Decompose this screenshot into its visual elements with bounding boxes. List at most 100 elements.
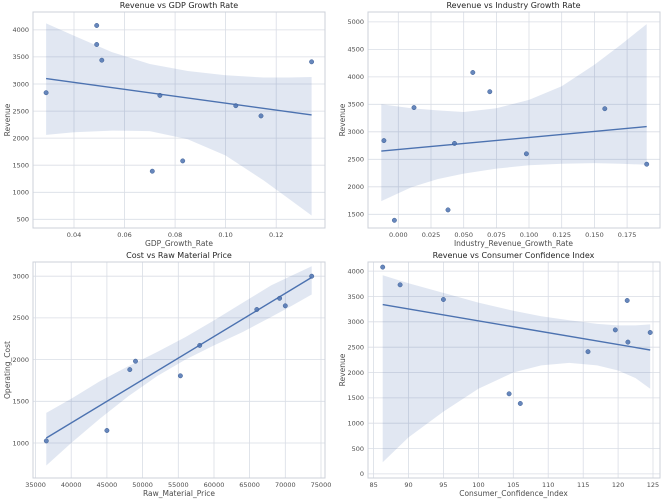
x-axis-label: Consumer_Confidence_Index (459, 489, 568, 498)
regression-line (45, 276, 313, 439)
svg-text:110: 110 (541, 481, 553, 489)
chart-title: Revenue vs GDP Growth Rate (119, 1, 239, 10)
revenue-industry-scatter-plot: 0.000 0.025 0.050 0.075 0.100 0.125 0.150 0.175… (347, 11, 660, 239)
x-axis-label: Industry_Revenue_Growth_Rate (453, 239, 574, 248)
svg-text:90: 90 (404, 481, 412, 489)
svg-text:3000: 3000 (347, 318, 364, 326)
x-axis-label: GDP_Growth_Rate (145, 239, 213, 248)
svg-text:3500: 3500 (12, 53, 29, 61)
svg-text:0.100: 0.100 (519, 231, 538, 239)
svg-text:0.075: 0.075 (487, 231, 506, 239)
plot-border (367, 261, 660, 479)
confidence-band (46, 266, 312, 466)
svg-text:100: 100 (472, 481, 484, 489)
y-tick-labels: 500 1000 1500 2000 2500 3000 3500 4000 (12, 26, 29, 223)
svg-text:0.04: 0.04 (67, 231, 81, 239)
svg-text:500: 500 (17, 216, 29, 224)
chart-panel-cost-raw-material: 35000 40000 45000 50000 55000 60000 65000 70000… (0, 250, 335, 500)
cost-raw-material-scatter-plot: 35000 40000 45000 50000 55000 60000 65000 70000… (12, 261, 331, 489)
y-axis-label: Revenue (3, 103, 12, 137)
confidence-band (382, 275, 650, 463)
svg-text:0.06: 0.06 (117, 231, 131, 239)
plot-border (32, 11, 326, 229)
gridlines (367, 262, 660, 478)
confidence-band (46, 23, 312, 216)
x-tick-labels: 35000 40000 45000 50000 55000 60000 65000 70000… (25, 481, 331, 489)
svg-text:2000: 2000 (347, 369, 364, 377)
svg-text:0.125: 0.125 (552, 231, 571, 239)
svg-text:0.025: 0.025 (421, 231, 440, 239)
svg-text:60000: 60000 (204, 481, 225, 489)
x-axis-label: Raw_Material_Price (142, 489, 216, 498)
x-tick-labels: 0.04 0.06 0.08 0.10 0.12 (67, 231, 284, 239)
svg-text:4000: 4000 (347, 267, 364, 275)
svg-text:0.150: 0.150 (585, 231, 604, 239)
x-tick-labels: 85 90 95 100 105 110 115 120 125 (369, 481, 659, 489)
svg-text:0.10: 0.10 (218, 231, 232, 239)
y-axis-label: Operating_Cost (3, 341, 12, 399)
svg-text:1500: 1500 (12, 162, 29, 170)
scatter-points (379, 264, 653, 406)
svg-text:65000: 65000 (239, 481, 260, 489)
scatter-points (43, 23, 315, 174)
svg-text:40000: 40000 (61, 481, 82, 489)
svg-text:105: 105 (507, 481, 519, 489)
svg-text:50000: 50000 (132, 481, 153, 489)
svg-text:2500: 2500 (12, 107, 29, 115)
regression-line (382, 303, 650, 351)
svg-text:1000: 1000 (347, 420, 364, 428)
svg-text:35000: 35000 (25, 481, 46, 489)
regression-line (380, 125, 647, 152)
svg-text:1000: 1000 (12, 439, 29, 447)
scatter-points (380, 70, 649, 223)
chart-panel-revenue-industry: 0.000 0.025 0.050 0.075 0.100 0.125 0.150 0.175… (335, 0, 669, 250)
svg-text:85: 85 (369, 481, 377, 489)
svg-text:0.08: 0.08 (168, 231, 182, 239)
chart-panel-revenue-consumer-confidence: 85 90 95 100 105 110 115 120 125 0 500 1000 1500 2000… (335, 250, 669, 500)
svg-text:75000: 75000 (311, 481, 332, 489)
svg-text:2000: 2000 (12, 356, 29, 364)
svg-text:4500: 4500 (347, 46, 364, 54)
svg-text:1500: 1500 (12, 398, 29, 406)
confidence-band (380, 24, 647, 202)
svg-text:1500: 1500 (347, 394, 364, 402)
plot-border (367, 11, 660, 229)
svg-text:1500: 1500 (347, 211, 364, 219)
svg-text:2000: 2000 (12, 134, 29, 142)
svg-text:45000: 45000 (97, 481, 118, 489)
svg-text:55000: 55000 (168, 481, 189, 489)
svg-text:3500: 3500 (347, 101, 364, 109)
chart-title: Revenue vs Industry Growth Rate (446, 1, 581, 10)
svg-text:0.175: 0.175 (617, 231, 636, 239)
y-tick-labels: 1000 1500 2000 2500 3000 (12, 273, 29, 448)
svg-text:125: 125 (646, 481, 658, 489)
svg-text:3000: 3000 (12, 80, 29, 88)
revenue-gdp-scatter-plot: 0.04 0.06 0.08 0.10 0.12 500 1000 1500 2000 2500 3… (12, 11, 326, 239)
svg-text:70000: 70000 (275, 481, 296, 489)
svg-text:115: 115 (576, 481, 588, 489)
svg-text:3500: 3500 (347, 293, 364, 301)
svg-text:1000: 1000 (12, 189, 29, 197)
svg-text:2500: 2500 (347, 156, 364, 164)
svg-text:500: 500 (351, 445, 363, 453)
chart-title: Revenue vs Consumer Confidence Index (432, 251, 595, 260)
x-tick-labels: 0.000 0.025 0.050 0.075 0.100 0.125 0.150 0.175 (388, 231, 635, 239)
chart-panel-revenue-gdp: 0.04 0.06 0.08 0.10 0.12 500 1000 1500 2000 2500 3… (0, 0, 335, 250)
svg-text:2500: 2500 (347, 344, 364, 352)
svg-text:3000: 3000 (347, 128, 364, 136)
svg-text:0.12: 0.12 (269, 231, 283, 239)
svg-text:3000: 3000 (12, 273, 29, 281)
y-axis-label: Revenue (337, 103, 347, 137)
svg-text:0.000: 0.000 (388, 231, 407, 239)
svg-text:0.050: 0.050 (454, 231, 473, 239)
gridlines (33, 262, 325, 478)
svg-text:2500: 2500 (12, 314, 29, 322)
svg-text:4000: 4000 (12, 26, 29, 34)
revenue-consumer-confidence-scatter-plot: 85 90 95 100 105 110 115 120 125 0 500 1000 1500 2000… (347, 261, 660, 489)
regression-line (46, 77, 312, 116)
svg-text:2000: 2000 (347, 183, 364, 191)
chart-title: Cost vs Raw Material Price (126, 251, 232, 260)
scatter-points (43, 273, 315, 444)
y-tick-labels: 1500 2000 2500 3000 3500 4000 4500 5000 (347, 18, 364, 218)
